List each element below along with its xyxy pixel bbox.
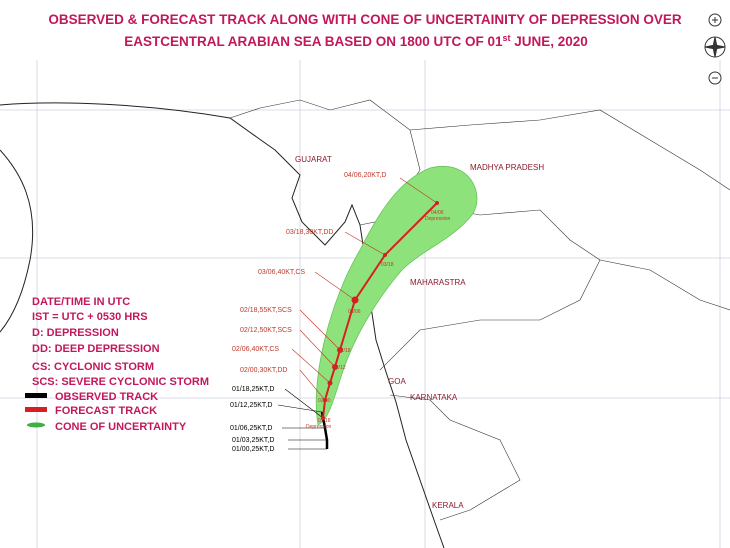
- point-label: 03/18: [381, 262, 394, 268]
- region-label: GUJARAT: [295, 155, 332, 164]
- title-text: EASTCENTRAL ARABIAN SEA BASED ON 1800 UT…: [124, 34, 503, 49]
- legend-swatch: [27, 422, 45, 428]
- region-label: MADHYA PRADESH: [470, 163, 544, 172]
- point-label: Depression: [425, 216, 451, 222]
- legend-note: D: DEPRESSION: [32, 327, 119, 339]
- legend-swatch: [25, 393, 47, 398]
- point-label: Depression: [306, 424, 332, 430]
- zoom-in-icon: [712, 17, 718, 23]
- track-label: 04/06,20KT,D: [344, 172, 386, 179]
- point-label: 02/00: [318, 398, 331, 404]
- legend-note: DATE/TIME IN UTC: [32, 296, 130, 308]
- title: OBSERVED & FORECAST TRACK ALONG WITH CON…: [48, 12, 682, 27]
- legend: DATE/TIME IN UTC IST = UTC + 0530 HRS D:…: [25, 296, 209, 433]
- legend-note: CS: CYCLONIC STORM: [32, 361, 154, 373]
- track-label: 01/12,25KT,D: [230, 402, 272, 409]
- point-label: 01/18: [318, 418, 331, 424]
- cone-of-uncertainty: [315, 165, 478, 426]
- point-label: 02/12: [333, 365, 346, 371]
- track-label: 03/06,40KT,CS: [258, 269, 305, 276]
- forecast-track: [322, 202, 438, 419]
- title: EASTCENTRAL ARABIAN SEA BASED ON 1800 UT…: [124, 33, 588, 49]
- legend-swatch: [25, 407, 47, 412]
- region-label: GOA: [388, 377, 406, 386]
- track-label: 03/18,30KT,DD: [286, 229, 333, 236]
- legend-item: OBSERVED TRACK: [55, 391, 158, 403]
- coastline: [0, 102, 445, 548]
- legend-note: DD: DEEP DEPRESSION: [32, 343, 160, 355]
- point-label: 03/06: [348, 309, 361, 315]
- legend-item: FORECAST TRACK: [55, 405, 157, 417]
- graticule: [0, 60, 730, 548]
- title-sup: st: [503, 33, 511, 43]
- track-label: 02/12,50KT,SCS: [240, 327, 292, 334]
- point-label: 02/18: [338, 348, 351, 354]
- track-label: 02/18,55KT,SCS: [240, 307, 292, 314]
- region-label: KERALA: [432, 501, 464, 510]
- point-label: 04/06: [431, 210, 444, 216]
- legend-item: CONE OF UNCERTAINTY: [55, 421, 187, 433]
- compass-icon: [704, 36, 726, 58]
- track-points: [321, 201, 439, 420]
- legend-note: IST = UTC + 0530 HRS: [32, 311, 148, 323]
- track-label: 01/18,25KT,D: [232, 386, 274, 393]
- track-label: 01/00,25KT,D: [232, 446, 274, 453]
- region-label: MAHARASTRA: [410, 278, 466, 287]
- legend-note: SCS: SEVERE CYCLONIC STORM: [32, 376, 209, 388]
- track-label: 02/06,40KT,CS: [232, 346, 279, 353]
- leader-lines: [291, 177, 438, 401]
- track-label: 01/03,25KT,D: [232, 437, 274, 444]
- title-text: JUNE, 2020: [511, 34, 588, 49]
- coastline: [0, 149, 34, 333]
- region-label: KARNATAKA: [410, 393, 458, 402]
- track-label: 01/06,25KT,D: [230, 425, 272, 432]
- observed-track: [320, 411, 329, 449]
- map-controls: [704, 13, 726, 85]
- track-label: 02/00,30KT,DD: [240, 367, 287, 374]
- leader-lines: [277, 388, 327, 450]
